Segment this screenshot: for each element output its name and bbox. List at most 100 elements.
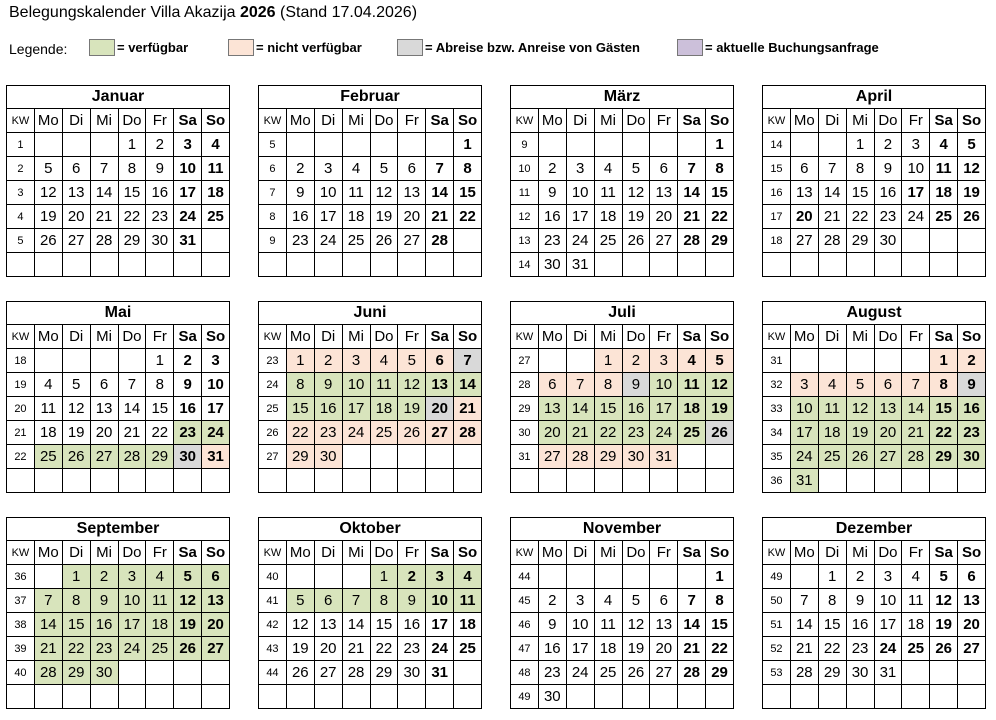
day-cell[interactable]: 24 — [313, 228, 343, 253]
day-cell[interactable]: 9 — [845, 588, 875, 613]
day-cell[interactable]: 17 — [565, 204, 595, 229]
day-cell[interactable]: 7 — [565, 372, 595, 397]
day-cell[interactable]: 24 — [117, 636, 147, 661]
day-cell[interactable]: 31 — [201, 444, 230, 469]
day-cell[interactable]: 24 — [565, 660, 595, 685]
day-cell[interactable]: 3 — [901, 132, 931, 157]
day-cell[interactable]: 10 — [565, 612, 595, 637]
day-cell[interactable]: 29 — [817, 660, 847, 685]
day-cell[interactable]: 19 — [845, 420, 875, 445]
day-cell[interactable]: 31 — [649, 444, 679, 469]
day-cell[interactable]: 27 — [537, 444, 567, 469]
day-cell[interactable]: 23 — [621, 420, 651, 445]
day-cell[interactable]: 27 — [89, 444, 119, 469]
day-cell[interactable]: 20 — [649, 204, 679, 229]
day-cell[interactable]: 24 — [901, 204, 931, 229]
day-cell[interactable]: 12 — [285, 612, 315, 637]
day-cell[interactable]: 29 — [705, 228, 734, 253]
day-cell[interactable]: 29 — [369, 660, 399, 685]
day-cell[interactable]: 11 — [817, 396, 847, 421]
day-cell[interactable]: 12 — [33, 180, 63, 205]
day-cell[interactable]: 20 — [537, 420, 567, 445]
day-cell[interactable]: 22 — [817, 636, 847, 661]
day-cell[interactable]: 7 — [425, 156, 455, 181]
day-cell[interactable]: 16 — [397, 612, 427, 637]
day-cell[interactable]: 5 — [397, 348, 427, 373]
day-cell[interactable]: 24 — [789, 444, 819, 469]
day-cell[interactable]: 4 — [453, 564, 482, 589]
day-cell[interactable]: 19 — [957, 180, 986, 205]
day-cell[interactable]: 27 — [873, 444, 903, 469]
day-cell[interactable]: 9 — [957, 372, 986, 397]
day-cell[interactable]: 15 — [369, 612, 399, 637]
day-cell[interactable]: 31 — [789, 468, 819, 493]
day-cell[interactable]: 19 — [61, 420, 91, 445]
day-cell[interactable]: 5 — [929, 564, 959, 589]
day-cell[interactable]: 4 — [929, 132, 959, 157]
day-cell[interactable]: 17 — [789, 420, 819, 445]
day-cell[interactable]: 28 — [789, 660, 819, 685]
day-cell[interactable]: 18 — [901, 612, 931, 637]
day-cell[interactable]: 31 — [873, 660, 903, 685]
day-cell[interactable]: 6 — [537, 372, 567, 397]
day-cell[interactable]: 15 — [285, 396, 315, 421]
day-cell[interactable]: 25 — [593, 660, 623, 685]
day-cell[interactable]: 11 — [453, 588, 482, 613]
day-cell[interactable]: 8 — [705, 156, 734, 181]
day-cell[interactable]: 20 — [397, 204, 427, 229]
day-cell[interactable]: 12 — [845, 396, 875, 421]
day-cell[interactable]: 8 — [593, 372, 623, 397]
day-cell[interactable]: 2 — [537, 588, 567, 613]
day-cell[interactable]: 20 — [201, 612, 230, 637]
day-cell[interactable]: 19 — [33, 204, 63, 229]
day-cell[interactable]: 16 — [173, 396, 203, 421]
day-cell[interactable]: 6 — [61, 156, 91, 181]
day-cell[interactable]: 14 — [677, 612, 707, 637]
day-cell[interactable]: 30 — [621, 444, 651, 469]
day-cell[interactable]: 20 — [873, 420, 903, 445]
day-cell[interactable]: 22 — [593, 420, 623, 445]
day-cell[interactable]: 25 — [929, 204, 959, 229]
day-cell[interactable]: 29 — [61, 660, 91, 685]
day-cell[interactable]: 15 — [453, 180, 482, 205]
day-cell[interactable]: 1 — [845, 132, 875, 157]
day-cell[interactable]: 30 — [537, 252, 567, 277]
day-cell[interactable]: 5 — [173, 564, 203, 589]
day-cell[interactable]: 11 — [929, 156, 959, 181]
day-cell[interactable]: 2 — [537, 156, 567, 181]
day-cell[interactable]: 26 — [61, 444, 91, 469]
day-cell[interactable]: 23 — [537, 228, 567, 253]
day-cell[interactable]: 7 — [89, 156, 119, 181]
day-cell[interactable]: 10 — [201, 372, 230, 397]
day-cell[interactable]: 19 — [929, 612, 959, 637]
day-cell[interactable]: 20 — [789, 204, 819, 229]
day-cell[interactable]: 30 — [873, 228, 903, 253]
day-cell[interactable]: 7 — [789, 588, 819, 613]
day-cell[interactable]: 6 — [425, 348, 455, 373]
day-cell[interactable]: 17 — [901, 180, 931, 205]
day-cell[interactable]: 2 — [89, 564, 119, 589]
day-cell[interactable]: 14 — [117, 396, 147, 421]
day-cell[interactable]: 4 — [33, 372, 63, 397]
day-cell[interactable]: 3 — [313, 156, 343, 181]
day-cell[interactable]: 30 — [957, 444, 986, 469]
day-cell[interactable]: 16 — [537, 204, 567, 229]
day-cell[interactable]: 13 — [425, 372, 455, 397]
day-cell[interactable]: 8 — [705, 588, 734, 613]
day-cell[interactable]: 22 — [117, 204, 147, 229]
day-cell[interactable]: 6 — [89, 372, 119, 397]
day-cell[interactable]: 19 — [173, 612, 203, 637]
day-cell[interactable]: 25 — [453, 636, 482, 661]
day-cell[interactable]: 31 — [425, 660, 455, 685]
day-cell[interactable]: 18 — [817, 420, 847, 445]
day-cell[interactable]: 22 — [453, 204, 482, 229]
day-cell[interactable]: 9 — [873, 156, 903, 181]
day-cell[interactable]: 16 — [873, 180, 903, 205]
day-cell[interactable]: 14 — [33, 612, 63, 637]
day-cell[interactable]: 12 — [369, 180, 399, 205]
day-cell[interactable]: 28 — [341, 660, 371, 685]
day-cell[interactable]: 17 — [341, 396, 371, 421]
day-cell[interactable]: 2 — [313, 348, 343, 373]
day-cell[interactable]: 3 — [341, 348, 371, 373]
day-cell[interactable]: 13 — [873, 396, 903, 421]
